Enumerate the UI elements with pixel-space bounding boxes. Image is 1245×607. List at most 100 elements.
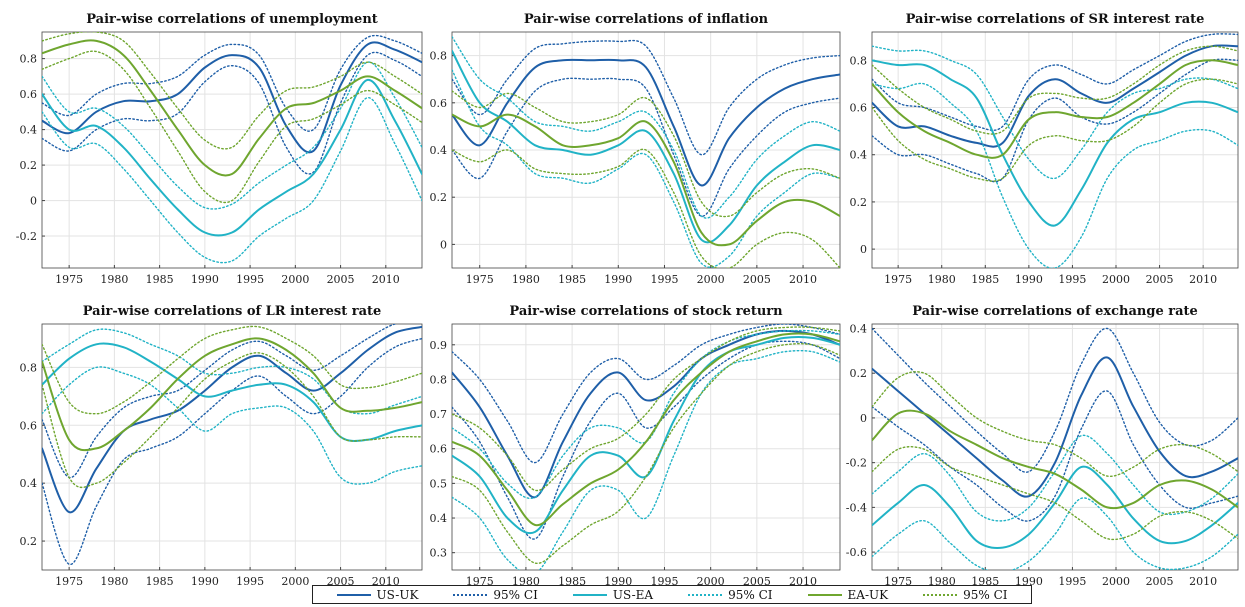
legend-item-us-ea: US-EA xyxy=(572,588,653,602)
x-tick-label: 1980 xyxy=(100,273,128,286)
series-line-ea-uk-95-ci-lower xyxy=(452,343,840,564)
legend: US-UK 95% CI US-EA 95% CI EA-UK 95% CI xyxy=(312,585,1032,604)
series-line-us-ea-95-ci-lower xyxy=(872,497,1238,570)
series-line-us-ea xyxy=(452,49,840,244)
series-line-ea-uk xyxy=(452,113,840,247)
series-line-ea-uk-95-ci-upper xyxy=(42,32,422,150)
x-tick-label: 1995 xyxy=(650,575,678,588)
x-tick-label: 1980 xyxy=(100,575,128,588)
series-line-us-ea-95-ci-upper xyxy=(42,61,422,210)
x-tick-label: 2010 xyxy=(372,575,400,588)
series-line-us-uk-95-ci-lower xyxy=(872,390,1238,522)
series-line-ea-uk xyxy=(42,337,422,452)
x-tick-label: 2000 xyxy=(1102,575,1130,588)
panel-title: Pair-wise correlations of stock return xyxy=(509,304,783,319)
x-tick-label: 1975 xyxy=(55,575,83,588)
y-tick-label: 0.2 xyxy=(20,535,38,548)
y-tick-label: 0.2 xyxy=(850,196,868,209)
series-line-us-uk xyxy=(42,41,422,154)
series-line-ea-uk-95-ci-lower xyxy=(452,148,840,268)
series-line-us-uk xyxy=(872,44,1238,148)
series-group xyxy=(452,324,840,570)
y-tick-label: 0.7 xyxy=(430,408,448,421)
panel-title: Pair-wise correlations of unemployment xyxy=(86,12,378,27)
x-tick-label: 1990 xyxy=(191,273,219,286)
x-tick-label: 2000 xyxy=(281,273,309,286)
x-tick-label: 1995 xyxy=(650,273,678,286)
series-line-us-uk-95-ci-lower xyxy=(42,51,422,175)
legend-swatch-ea-uk xyxy=(807,593,842,596)
legend-swatch-us-uk xyxy=(336,593,371,596)
y-tick-label: 0.8 xyxy=(430,373,448,386)
series-line-us-ea-95-ci-upper xyxy=(872,45,1238,180)
series-group xyxy=(872,327,1238,570)
y-tick-label: 0 xyxy=(860,412,867,425)
y-tick-label: 0.8 xyxy=(430,50,448,63)
x-tick-label: 1975 xyxy=(466,273,494,286)
y-tick-label: 0.9 xyxy=(430,339,448,352)
y-tick-label: 0.2 xyxy=(850,367,868,380)
x-tick-label: 1990 xyxy=(191,575,219,588)
x-tick-label: 1975 xyxy=(884,273,912,286)
x-tick-label: 1985 xyxy=(558,575,586,588)
chart-panel-2: Pair-wise correlations of inflation 1975 1… xyxy=(430,12,841,286)
x-tick-label: 2010 xyxy=(1189,273,1217,286)
series-line-us-uk-95-ci-upper xyxy=(42,34,422,132)
x-tick-label: 1985 xyxy=(146,575,174,588)
x-tick-label: 2005 xyxy=(1146,575,1174,588)
x-tick-label: 2000 xyxy=(697,273,725,286)
series-line-us-uk xyxy=(872,356,1238,498)
y-tick-label: 0.6 xyxy=(430,97,448,110)
series-line-ea-uk xyxy=(872,59,1238,159)
series-line-us-ea-95-ci-upper xyxy=(42,328,422,415)
x-tick-label: 1995 xyxy=(1058,273,1086,286)
series-line-ea-uk-95-ci-upper xyxy=(452,326,840,492)
series-line-us-uk-95-ci-upper xyxy=(42,324,398,479)
series-line-ea-uk xyxy=(42,39,422,177)
x-tick-label: 1975 xyxy=(466,575,494,588)
legend-label: US-UK xyxy=(376,587,419,602)
series-line-us-uk-95-ci-upper xyxy=(872,327,1238,473)
y-tick-label: 0 xyxy=(860,243,867,256)
x-tick-label: 2000 xyxy=(1102,273,1130,286)
y-tick-label: 0.4 xyxy=(430,144,448,157)
series-line-us-uk-95-ci-lower xyxy=(872,58,1238,183)
series-group xyxy=(872,33,1238,268)
series-line-us-uk-95-ci-lower xyxy=(452,340,840,540)
series-line-ea-uk-95-ci-upper xyxy=(872,45,1238,135)
series-line-us-uk-95-ci-lower xyxy=(42,337,422,565)
panel-title: Pair-wise correlations of SR interest ra… xyxy=(906,12,1205,27)
series-group xyxy=(42,32,422,264)
legend-item-ea-uk-ci: 95% CI xyxy=(923,588,1008,602)
x-tick-label: 1975 xyxy=(55,273,83,286)
y-tick-label: 0.2 xyxy=(430,191,448,204)
x-tick-label: 2005 xyxy=(327,575,355,588)
series-line-us-uk-95-ci-upper xyxy=(872,33,1238,131)
chart-panel-1: Pair-wise correlations of unemployment 19… xyxy=(16,12,423,286)
series-line-ea-uk-95-ci-lower xyxy=(42,352,422,489)
y-tick-label: 0.2 xyxy=(20,159,38,172)
legend-item-us-uk-ci: 95% CI xyxy=(453,588,538,602)
x-tick-label: 1985 xyxy=(146,273,174,286)
panel-title: Pair-wise correlations of exchange rate xyxy=(912,304,1198,319)
y-tick-label: 0.4 xyxy=(850,322,868,335)
y-tick-label: -0.2 xyxy=(16,230,37,243)
legend-swatch-us-uk-ci xyxy=(453,593,488,596)
x-tick-label: 1980 xyxy=(512,575,540,588)
x-tick-label: 1995 xyxy=(236,273,264,286)
plot-frame xyxy=(41,323,423,571)
series-line-ea-uk-95-ci-upper xyxy=(452,90,840,218)
y-tick-label: -0.2 xyxy=(846,457,867,470)
legend-swatch-ea-uk-ci xyxy=(923,593,958,596)
series-line-us-uk-95-ci-upper xyxy=(452,39,840,156)
legend-label: 95% CI xyxy=(728,587,773,602)
series-line-ea-uk xyxy=(872,409,1238,510)
x-tick-label: 1995 xyxy=(236,575,264,588)
y-tick-label: 0.6 xyxy=(20,88,38,101)
chart-panel-5: Pair-wise correlations of stock return 19… xyxy=(430,304,841,588)
y-tick-label: 0.8 xyxy=(20,361,38,374)
y-tick-label: -0.6 xyxy=(846,546,867,559)
y-tick-label: 0.4 xyxy=(20,477,38,490)
x-tick-label: 1990 xyxy=(604,273,632,286)
